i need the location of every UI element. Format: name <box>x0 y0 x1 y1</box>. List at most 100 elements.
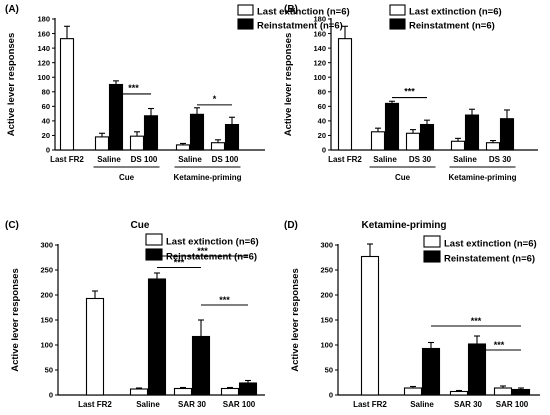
panel-label: (C) <box>5 220 19 231</box>
legend-swatch <box>237 18 254 30</box>
bar-last-extinction <box>220 387 240 396</box>
bar-last-extinction <box>360 255 380 396</box>
panel-d: (D) Ketamine-priming 0 50 100 150 200 250 300 Act… <box>284 220 540 409</box>
bar-reinstatement <box>419 123 435 151</box>
category-label: DS 100 <box>212 155 239 164</box>
y-axis-label: Active lever responses <box>283 33 294 137</box>
significance-label: *** <box>471 316 482 326</box>
y-tick-label: 40 <box>42 117 50 126</box>
treatment-label: Ketamine-priming <box>173 173 241 182</box>
legend-swatch <box>145 233 163 246</box>
legend-label: Last extinction (n=6) <box>257 7 350 18</box>
bar-reinstatement <box>464 114 480 151</box>
category-label: Saline <box>453 155 477 164</box>
legend-label: Last extinction (n=6) <box>166 237 259 248</box>
panel-b: (B) 0 20 40 60 80 100 120 140 160 180 Active lever … <box>283 4 538 182</box>
bar-last-extinction <box>175 144 191 151</box>
bar-last-extinction <box>370 131 386 151</box>
category-label: SAR 30 <box>454 400 483 409</box>
y-tick-label: 150 <box>40 316 53 325</box>
significance-label: *** <box>494 340 505 350</box>
legend: Last extinction (n=6) Reinstatement (n=6) <box>423 235 537 265</box>
y-tick-label: 200 <box>320 291 333 300</box>
bar-reinstatement <box>421 347 441 396</box>
legend-label: Last extinction (n=6) <box>444 239 537 250</box>
y-tick-label: 20 <box>42 131 50 140</box>
category-label: Saline <box>373 155 397 164</box>
bar-last-extinction <box>403 387 423 396</box>
panel-label: (B) <box>284 4 298 15</box>
y-tick-label: 250 <box>320 266 333 275</box>
panel-c: (C) Cue 0 50 100 150 200 250 300 Active lever res… <box>5 220 265 409</box>
y-tick-label: 0 <box>329 391 333 400</box>
category-label: Saline <box>410 400 434 409</box>
y-tick-label: 60 <box>42 102 50 111</box>
category-label: Last FR2 <box>353 400 387 409</box>
bar-reinstatement <box>224 123 240 151</box>
legend-label: Reinstatment (n=6) <box>409 21 495 32</box>
panel-label: (D) <box>284 220 298 231</box>
legend-swatch <box>389 18 406 30</box>
bar-last-extinction <box>450 140 466 151</box>
y-tick-label: 120 <box>37 58 50 67</box>
legend: Last extinction (n=6) Reinstatement (n=6) <box>145 233 259 263</box>
y-tick-label: 160 <box>37 29 50 38</box>
y-tick-label: 100 <box>37 73 50 82</box>
significance-label: *** <box>219 295 230 305</box>
legend-swatch <box>145 248 163 261</box>
category-label: Last FR2 <box>78 400 112 409</box>
y-axis-label: Active lever responses <box>10 268 21 372</box>
legend-label: Reinstatment (n=6) <box>257 21 343 32</box>
legend: Last extinction (n=6) Reinstatment (n=6) <box>237 4 350 32</box>
bar-reinstatement <box>384 102 400 151</box>
significance-label: *** <box>404 87 415 97</box>
legend-swatch <box>423 250 441 263</box>
y-tick-label: 0 <box>49 391 53 400</box>
legend-label: Last extinction (n=6) <box>409 7 502 18</box>
legend-label: Reinstatement (n=6) <box>444 254 535 265</box>
y-axis-label: Active lever responses <box>290 268 301 372</box>
y-tick-label: 100 <box>320 341 333 350</box>
y-tick-label: 40 <box>318 117 326 126</box>
bar-last-extinction <box>129 135 145 151</box>
bar-last-extinction <box>85 297 105 396</box>
panel-label: (A) <box>5 4 19 15</box>
y-tick-label: 0 <box>46 146 50 155</box>
y-tick-label: 0 <box>322 146 326 155</box>
bar-last-extinction <box>210 142 226 151</box>
y-tick-label: 50 <box>45 366 53 375</box>
bar-reinstatement <box>147 278 167 396</box>
y-tick-label: 100 <box>313 73 326 82</box>
bar-last-extinction <box>485 142 501 151</box>
y-tick-label: 140 <box>37 44 50 53</box>
y-tick-label: 100 <box>40 341 53 350</box>
significance-label: * <box>213 94 217 104</box>
significance-label: *** <box>197 246 208 256</box>
bar-last-extinction <box>94 136 110 151</box>
legend-swatch <box>237 4 254 16</box>
y-tick-label: 250 <box>40 266 53 275</box>
y-tick-label: 120 <box>313 58 326 67</box>
legend-label: Reinstatement (n=6) <box>166 252 257 263</box>
category-label: SAR 100 <box>496 400 529 409</box>
y-tick-label: 80 <box>42 87 50 96</box>
category-label: Last FR2 <box>50 155 84 164</box>
bar-reinstatement <box>143 115 159 151</box>
y-tick-label: 50 <box>325 366 333 375</box>
bar-reinstatement <box>189 113 205 151</box>
category-label: Saline <box>136 400 160 409</box>
treatment-label: Cue <box>395 173 411 182</box>
y-tick-label: 60 <box>318 102 326 111</box>
treatment-label: Ketamine-priming <box>448 173 516 182</box>
treatment-label: Cue <box>119 173 135 182</box>
y-tick-label: 20 <box>318 131 326 140</box>
panel-title: Ketamine-priming <box>361 220 446 231</box>
legend-swatch <box>423 235 441 248</box>
bar-reinstatement <box>191 335 211 396</box>
significance-label: *** <box>174 258 185 268</box>
y-tick-label: 160 <box>313 29 326 38</box>
bar-last-extinction <box>405 132 421 151</box>
bar-last-extinction <box>129 388 149 396</box>
bar-reinstatement <box>511 388 531 396</box>
bar-last-extinction <box>337 38 353 151</box>
